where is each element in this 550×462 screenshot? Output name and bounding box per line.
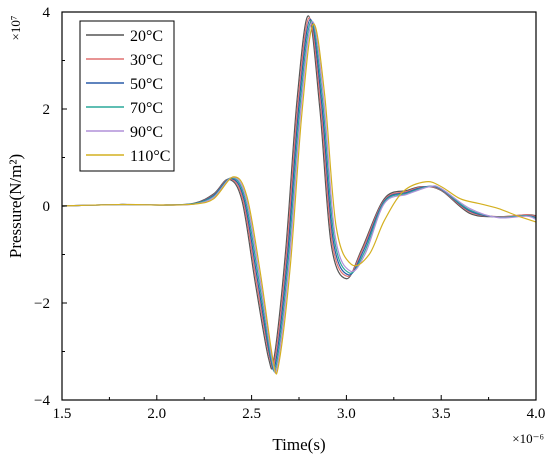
y-tick-label: −2 [34,296,50,312]
x-tick-label: 3.5 [432,406,451,422]
ticks-layer: 1.5 2.0 2.5 3.0 3.5 4.0 −4 −2 0 2 4 [34,5,545,422]
x-tick-label: 3.0 [337,406,356,422]
legend-label-3: 70°C [130,100,163,117]
x-axis-multiplier: ×10⁻⁶ [512,431,544,446]
series-line-4 [61,21,537,374]
legend: 20°C 30°C 50°C 70°C 90°C 110°C [79,20,175,172]
y-tick-label: 2 [43,102,51,118]
legend-box [79,20,175,172]
y-tick-label: −4 [34,393,50,409]
legend-label-5: 110°C [130,148,170,165]
y-axis-multiplier: ×10⁷ [8,16,23,41]
y-axis-label: Pressure(N/m²) [6,154,25,258]
x-tick-label: 1.5 [53,406,72,422]
x-tick-label: 2.0 [147,406,166,422]
series-line-5 [61,23,537,375]
legend-label-1: 30°C [130,52,163,69]
y-tick-label: 4 [43,5,51,21]
x-axis-label: Time(s) [272,435,325,454]
legend-label-4: 90°C [130,124,163,141]
x-tick-label: 2.5 [242,406,261,422]
series-layer [61,15,537,375]
y-tick-label: 0 [43,199,51,215]
legend-label-2: 50°C [130,76,163,93]
x-tick-label: 4.0 [527,406,546,422]
legend-label-0: 20°C [130,28,163,45]
